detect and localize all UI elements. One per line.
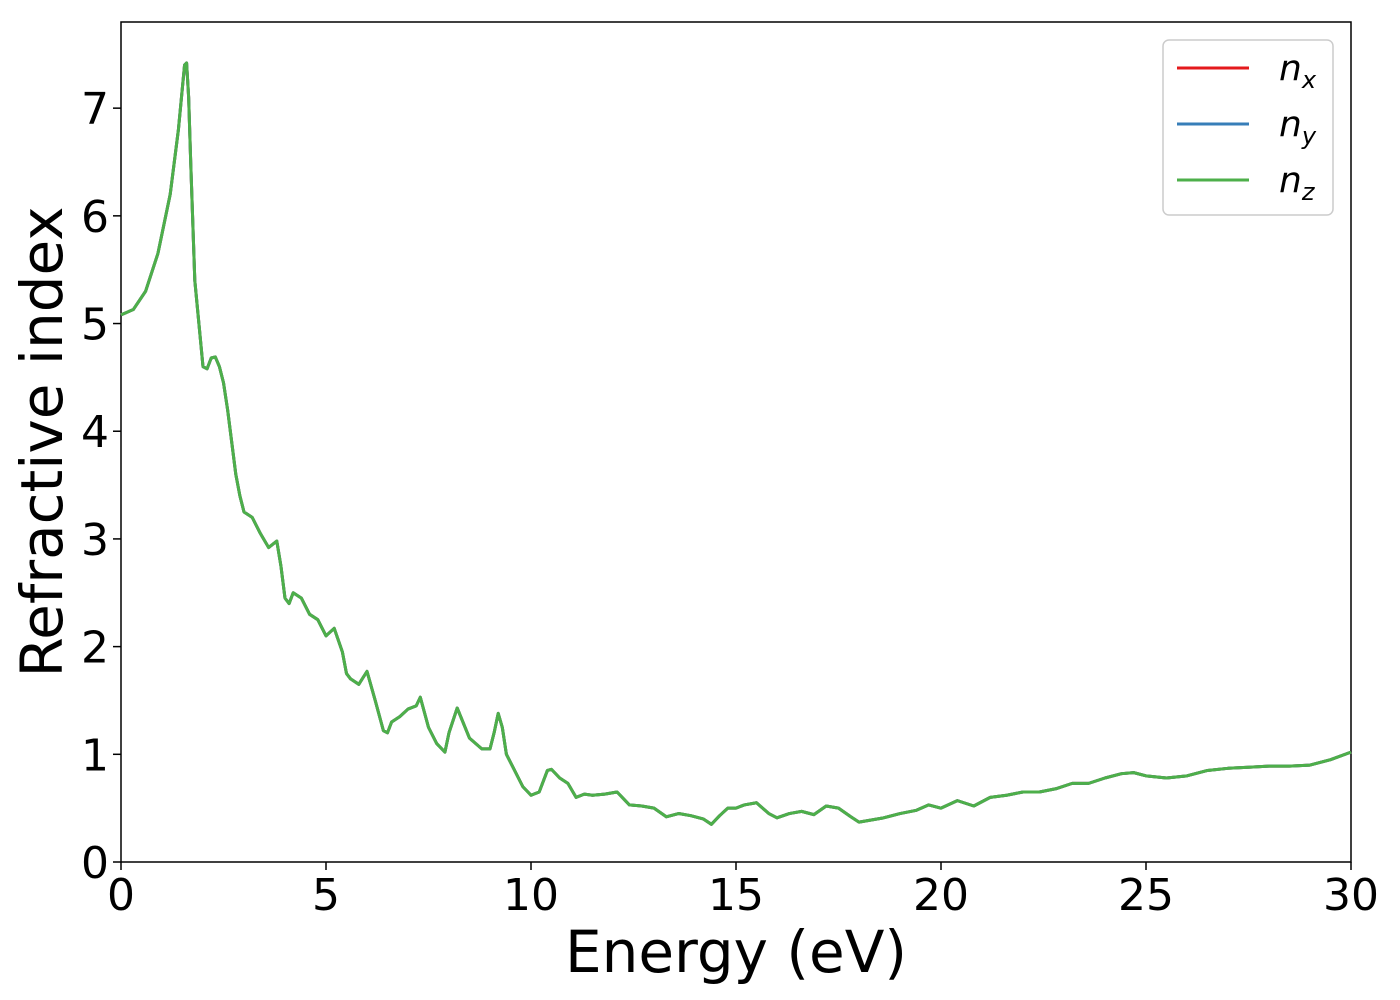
x-tick-label: 20: [913, 870, 969, 921]
legend-box: [1162, 39, 1334, 216]
y-tick-label: 5: [81, 300, 109, 351]
y-tick-label: 7: [81, 84, 109, 135]
y-tick-label: 0: [81, 838, 109, 889]
series-line-n-z: [120, 61, 1352, 826]
x-tick-label: 0: [107, 870, 135, 921]
y-tick-label: 6: [81, 192, 109, 243]
x-tick-label: 15: [708, 870, 764, 921]
y-axis-title: Refractive index: [8, 206, 76, 677]
y-tick-label: 3: [81, 515, 109, 566]
y-tick-label: 2: [81, 623, 109, 674]
x-tick-label: 10: [503, 870, 559, 921]
x-axis-ticks: 0 5 10 15 20 25 30: [107, 862, 1379, 921]
y-tick-label: 4: [81, 407, 109, 458]
x-tick-label: 25: [1118, 870, 1174, 921]
x-tick-label: 5: [312, 870, 340, 921]
x-tick-label: 30: [1323, 870, 1379, 921]
y-axis-ticks: 0 1 2 3 4 5 6 7: [81, 84, 121, 889]
y-tick-label: 1: [81, 730, 109, 781]
x-axis-title: Energy (eV): [565, 918, 907, 986]
